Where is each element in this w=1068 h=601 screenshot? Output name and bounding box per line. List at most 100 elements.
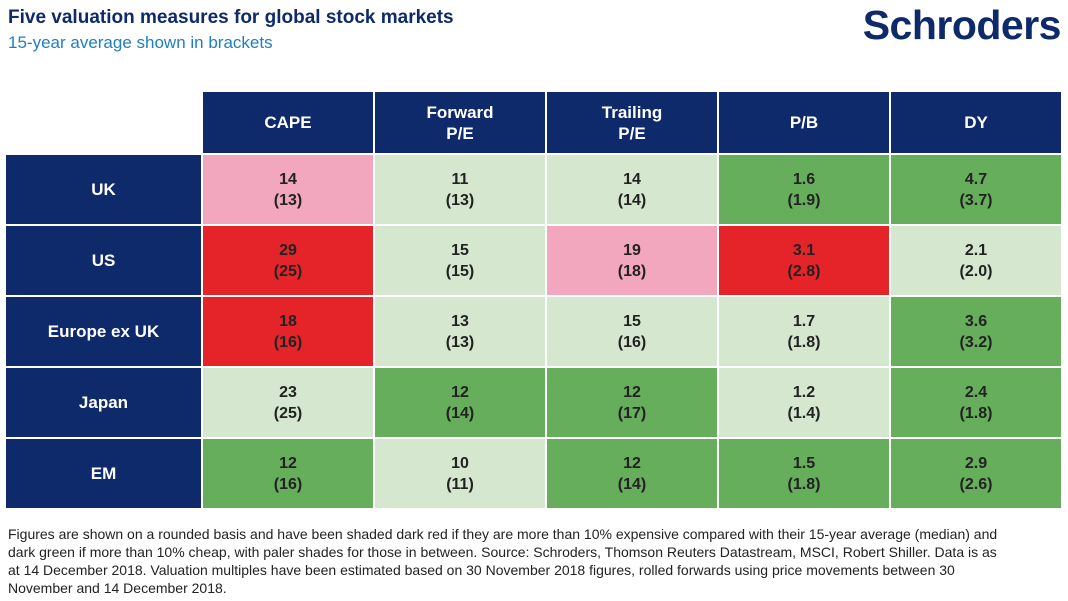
table-cell: 12 (14) [375, 368, 545, 437]
table-cell: 18 (16) [203, 297, 373, 366]
table-cell: 3.1 (2.8) [719, 226, 889, 295]
cell-value: 18 [279, 312, 297, 330]
row-label: Europe ex UK [6, 297, 201, 366]
cell-value: 14 [623, 170, 641, 188]
cell-average: (14) [617, 475, 647, 493]
table-row: EM 12 (16) 10 (11) 12 (14) 1.5 (1.8) 2.9 (2.6) [6, 439, 1061, 508]
valuation-table: CAPE Forward P/E Trailing P/E P/B DY UK 1… [4, 90, 1063, 510]
table-cell: 11 (13) [375, 155, 545, 224]
cell-average: (18) [617, 262, 647, 280]
cell-value: 23 [279, 383, 297, 401]
table-row: US 29 (25) 15 (15) 19 (18) 3.1 (2.8) 2.1 (2.0) [6, 226, 1061, 295]
column-header-line1: Trailing [601, 102, 663, 122]
table-cell: 13 (13) [375, 297, 545, 366]
cell-average: (13) [273, 191, 303, 209]
cell-value: 12 [451, 383, 469, 401]
column-header-dy: DY [891, 92, 1061, 153]
column-header-line2: P/E [446, 123, 474, 143]
cell-average: (16) [617, 333, 647, 351]
cell-value: 3.6 [964, 312, 988, 330]
cell-value: 29 [279, 241, 297, 259]
table-cell: 2.1 (2.0) [891, 226, 1061, 295]
cell-value: 1.2 [792, 383, 816, 401]
cell-value: 15 [623, 312, 641, 330]
table-row: UK 14 (13) 11 (13) 14 (14) 1.6 (1.9) 4.7 (3.7) [6, 155, 1061, 224]
cell-average: (3.2) [959, 333, 993, 351]
table-cell: 19 (18) [547, 226, 717, 295]
cell-value: 15 [451, 241, 469, 259]
cell-value: 12 [623, 454, 641, 472]
cell-value: 1.6 [792, 170, 816, 188]
table-cell: 23 (25) [203, 368, 373, 437]
column-header-cape: CAPE [203, 92, 373, 153]
cell-average: (3.7) [959, 191, 993, 209]
table-cell: 12 (16) [203, 439, 373, 508]
cell-average: (16) [273, 333, 303, 351]
chart-subtitle: 15-year average shown in brackets [8, 33, 273, 52]
table-row: Europe ex UK 18 (16) 13 (13) 15 (16) 1.7 (1.8) 3.… [6, 297, 1061, 366]
column-header-trailing-pe: Trailing P/E [547, 92, 717, 153]
cell-value: 1.5 [792, 454, 816, 472]
row-label: US [6, 226, 201, 295]
table-cell: 4.7 (3.7) [891, 155, 1061, 224]
cell-value: 12 [279, 454, 297, 472]
column-header-line1: DY [964, 113, 988, 132]
cell-average: (13) [445, 333, 475, 351]
column-header-line1: CAPE [264, 113, 312, 132]
table-cell: 14 (14) [547, 155, 717, 224]
table-cell: 14 (13) [203, 155, 373, 224]
column-header-forward-pe: Forward P/E [375, 92, 545, 153]
cell-value: 13 [451, 312, 469, 330]
cell-average: (11) [446, 475, 474, 493]
cell-average: (1.9) [787, 191, 821, 209]
cell-value: 11 [451, 170, 469, 188]
table-cell: 1.7 (1.8) [719, 297, 889, 366]
row-label: UK [6, 155, 201, 224]
table-cell: 1.6 (1.9) [719, 155, 889, 224]
column-header-line2: P/E [618, 123, 646, 143]
cell-average: (15) [445, 262, 475, 280]
cell-value: 4.7 [964, 170, 988, 188]
table-cell: 15 (15) [375, 226, 545, 295]
chart-title: Five valuation measures for global stock… [8, 7, 454, 28]
cell-average: (13) [445, 191, 475, 209]
header-row: CAPE Forward P/E Trailing P/E P/B DY [6, 92, 1061, 153]
table-cell: 1.2 (1.4) [719, 368, 889, 437]
table-cell: 3.6 (3.2) [891, 297, 1061, 366]
cell-value: 19 [623, 241, 641, 259]
footnote: Figures are shown on a rounded basis and… [8, 526, 998, 596]
cell-average: (17) [617, 404, 647, 422]
table-cell: 1.5 (1.8) [719, 439, 889, 508]
cell-value: 14 [279, 170, 297, 188]
cell-value: 12 [623, 383, 641, 401]
cell-value: 2.4 [964, 383, 988, 401]
cell-average: (2.8) [787, 262, 821, 280]
cell-average: (1.8) [959, 404, 993, 422]
cell-average: (1.8) [787, 333, 821, 351]
cell-average: (25) [273, 262, 303, 280]
cell-average: (14) [445, 404, 475, 422]
table-row: Japan 23 (25) 12 (14) 12 (17) 1.2 (1.4) 2.4 (1.8) [6, 368, 1061, 437]
cell-average: (1.8) [787, 475, 821, 493]
cell-average: (2.6) [959, 475, 993, 493]
column-header-pb: P/B [719, 92, 889, 153]
cell-average: (2.0) [959, 262, 993, 280]
cell-average: (16) [273, 475, 303, 493]
cell-value: 10 [451, 454, 469, 472]
column-header-line1: Forward [426, 102, 494, 122]
column-header-line1: P/B [789, 113, 819, 132]
table-body: UK 14 (13) 11 (13) 14 (14) 1.6 (1.9) 4.7 (3.7) US 29… [6, 155, 1061, 508]
table-cell: 15 (16) [547, 297, 717, 366]
row-label: EM [6, 439, 201, 508]
corner-cell [6, 92, 201, 153]
table-cell: 12 (14) [547, 439, 717, 508]
cell-average: (14) [617, 191, 647, 209]
cell-average: (1.4) [787, 404, 821, 422]
table-cell: 2.9 (2.6) [891, 439, 1061, 508]
cell-average: (25) [273, 404, 303, 422]
table-cell: 12 (17) [547, 368, 717, 437]
table-cell: 29 (25) [203, 226, 373, 295]
schroders-logo: Schroders [862, 2, 1062, 48]
cell-value: 2.9 [964, 454, 988, 472]
table-cell: 2.4 (1.8) [891, 368, 1061, 437]
